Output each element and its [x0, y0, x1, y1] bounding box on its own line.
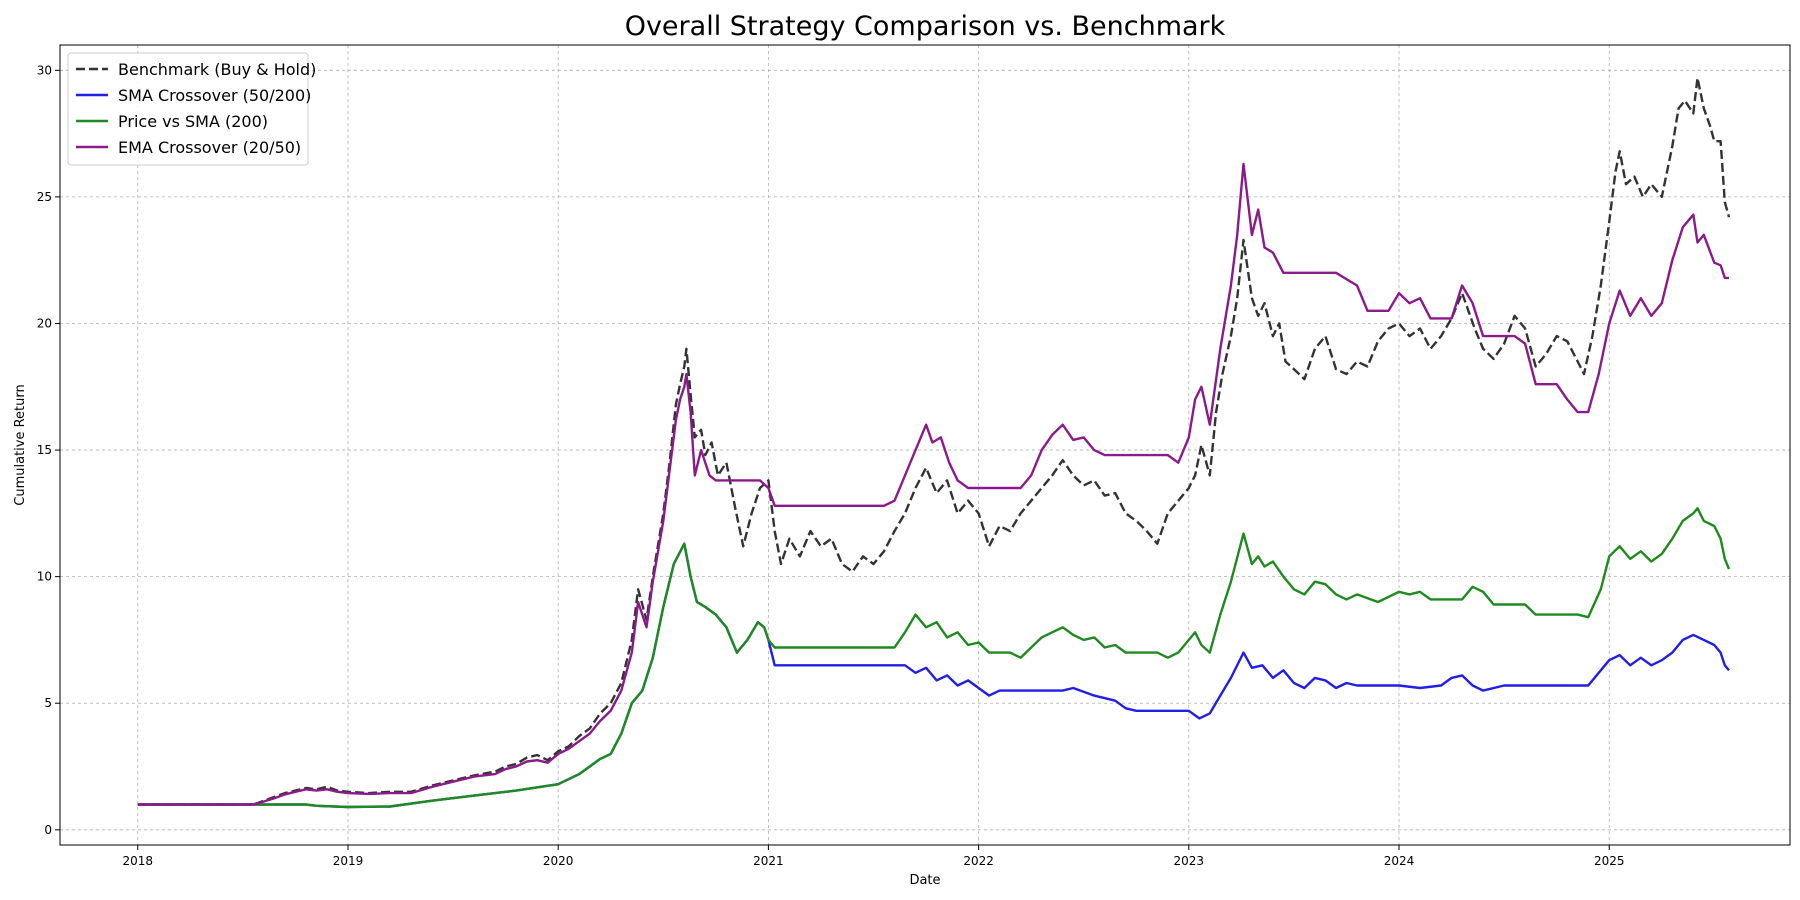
x-tick-label: 2025 — [1594, 854, 1625, 868]
x-axis-label: Date — [909, 873, 940, 888]
series-line-ema-crossover-20-50 — [137, 162, 1729, 806]
series-line-benchmark-buy-hold — [137, 76, 1731, 806]
tick-layer: 2018 2019 2020 2021 2022 2023 2024 202505101520… — [37, 63, 1625, 868]
x-tick-label: 2019 — [333, 854, 364, 868]
legend: Benchmark (Buy & Hold) SMA Crossover (50/… — [67, 52, 316, 166]
x-tick-label: 2024 — [1384, 854, 1415, 868]
legend-label: SMA Crossover (50/200) — [118, 86, 311, 105]
series-line-price-vs-sma-200 — [137, 507, 1731, 809]
y-axis-label: Cumulative Return — [13, 384, 28, 505]
plot-frame — [59, 44, 1791, 846]
x-tick-label: 2021 — [753, 854, 784, 868]
grid-layer — [60, 45, 1790, 845]
x-tick-label: 2023 — [1174, 854, 1205, 868]
y-tick-label: 25 — [37, 190, 52, 204]
x-tick-label: 2022 — [963, 854, 994, 868]
legend-label: Benchmark (Buy & Hold) — [118, 60, 316, 79]
chart-title: Overall Strategy Comparison vs. Benchmar… — [625, 11, 1226, 42]
legend-box — [67, 52, 309, 166]
legend-label: EMA Crossover (20/50) — [118, 138, 301, 157]
x-tick-label: 2020 — [543, 854, 574, 868]
y-tick-label: 20 — [37, 316, 52, 330]
y-tick-label: 5 — [44, 696, 52, 710]
y-tick-label: 30 — [37, 63, 52, 77]
y-tick-label: 10 — [37, 570, 52, 584]
legend-label: Price vs SMA (200) — [118, 112, 268, 131]
series-layer — [137, 76, 1731, 809]
x-tick-label: 2018 — [123, 854, 154, 868]
y-tick-label: 0 — [44, 823, 52, 837]
y-tick-label: 15 — [37, 443, 52, 457]
